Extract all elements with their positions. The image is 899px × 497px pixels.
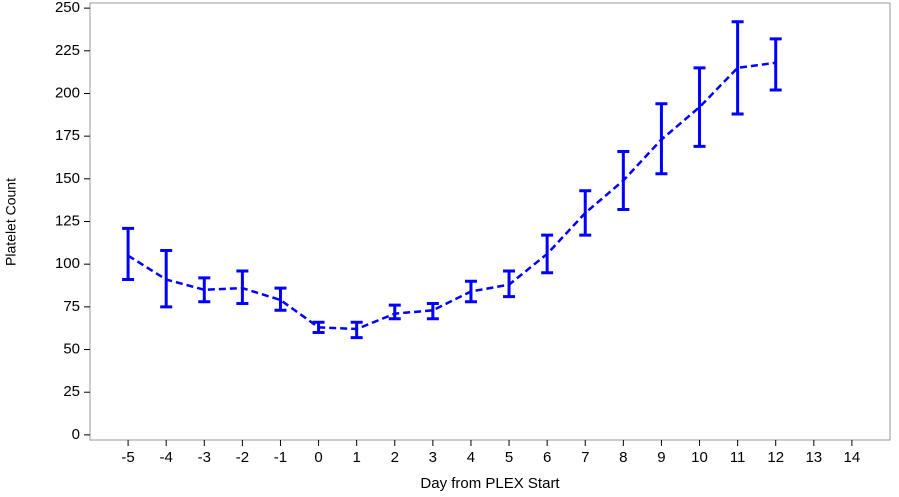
plot-frame: [89, 2, 891, 441]
x-tick-label: -4: [160, 449, 173, 466]
error-bar: [503, 269, 516, 299]
error-bar: [274, 286, 287, 312]
x-tick-label: 2: [391, 449, 399, 466]
error-bar: [731, 20, 744, 116]
error-bar: [198, 276, 211, 304]
error-bar: [693, 66, 706, 148]
series-line: [127, 61, 776, 331]
x-tick-label: 5: [505, 449, 513, 466]
y-tick-label: 150: [55, 170, 80, 187]
y-tick-label: 175: [55, 127, 80, 144]
error-bar: [579, 189, 592, 237]
x-tick-label: 9: [657, 449, 665, 466]
x-tick-label: -5: [121, 449, 134, 466]
y-tick-label: 75: [63, 298, 80, 315]
x-tick-label: -1: [274, 449, 287, 466]
x-tick-label: 0: [314, 449, 322, 466]
error-bar: [464, 279, 477, 304]
y-tick-label: 225: [55, 42, 80, 59]
error-bar: [312, 320, 325, 334]
y-tick-label: 25: [63, 383, 80, 400]
x-tick-label: 1: [352, 449, 360, 466]
x-tick-label: 3: [429, 449, 437, 466]
y-tick-label: 200: [55, 84, 80, 101]
error-bar: [122, 226, 135, 282]
y-tick-label: 50: [63, 340, 80, 357]
x-tick-label: 14: [844, 449, 861, 466]
error-bar: [655, 102, 668, 176]
error-bar: [617, 150, 630, 212]
error-bar: [160, 249, 173, 309]
x-tick-label: 4: [467, 449, 475, 466]
x-tick-label: 13: [805, 449, 822, 466]
x-tick-label: 6: [543, 449, 551, 466]
x-tick-label: 10: [691, 449, 708, 466]
x-axis-label: Day from PLEX Start: [420, 475, 560, 492]
error-bar: [426, 301, 439, 321]
error-bar: [388, 303, 401, 321]
x-tick-label: -3: [198, 449, 211, 466]
y-tick-label: 0: [72, 426, 80, 443]
error-bar: [350, 320, 363, 340]
y-axis-label: Platelet Count: [3, 178, 19, 266]
error-bar: [236, 269, 249, 305]
y-tick-label: 125: [55, 212, 80, 229]
x-tick-label: 7: [581, 449, 589, 466]
x-tick-label: 11: [730, 449, 746, 466]
y-tick-label: 250: [55, 0, 80, 16]
x-tick-label: -2: [236, 449, 249, 466]
x-tick-label: 8: [619, 449, 627, 466]
error-bar: [541, 233, 554, 275]
x-tick-label: 12: [767, 449, 784, 466]
y-tick-label: 100: [55, 255, 80, 272]
error-bar: [769, 37, 782, 92]
